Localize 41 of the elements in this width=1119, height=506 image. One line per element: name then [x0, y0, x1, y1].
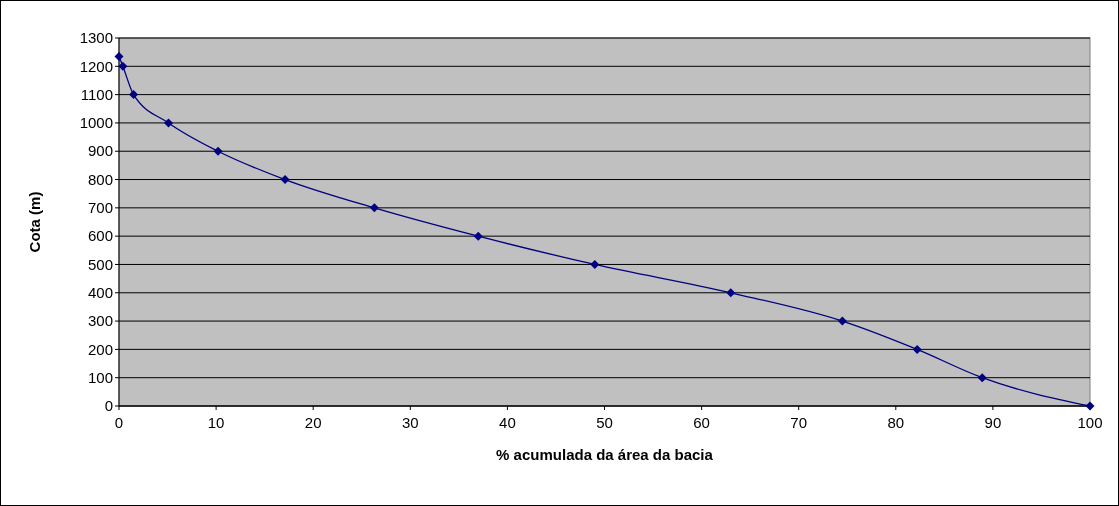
point [912, 344, 922, 354]
point [837, 316, 847, 326]
y-tick-label: 900 [87, 142, 113, 160]
x-axis-title: % acumulada da área da bacia [496, 446, 714, 463]
x-tick-label: 70 [790, 414, 808, 431]
x-tick-label: 30 [401, 414, 419, 431]
y-tick-label: 1300 [79, 29, 113, 47]
x-tick-label: 100 [1077, 414, 1103, 431]
y-tick-label: 400 [87, 284, 113, 302]
point [726, 288, 736, 298]
point [280, 175, 290, 185]
y-tick-label: 700 [87, 199, 113, 217]
y-tick-label: 600 [87, 227, 113, 245]
x-tick-label: 10 [207, 414, 225, 431]
y-tick-label: 300 [87, 312, 113, 330]
point [164, 118, 174, 128]
point [977, 373, 987, 383]
y-axis-title: Cota (m) [26, 191, 43, 253]
point [118, 61, 128, 71]
y-tick-label: 200 [87, 340, 113, 358]
x-tick-label: 0 [114, 414, 124, 431]
y-tick-label: 100 [87, 368, 113, 386]
y-tick-label: 800 [87, 170, 113, 188]
x-tick-label: 80 [887, 414, 905, 431]
point [213, 146, 223, 156]
y-tick-label: 1100 [80, 85, 113, 103]
x-tick-label: 20 [304, 414, 322, 431]
x-tick-label: 60 [693, 414, 710, 431]
point [129, 90, 139, 100]
x-tick-label: 90 [984, 414, 1002, 431]
point [114, 51, 124, 61]
y-tick-label: 500 [87, 255, 113, 273]
point [1085, 401, 1095, 411]
point [369, 203, 379, 213]
y-tick-label: 1000 [79, 114, 113, 132]
y-tick-label: 1200 [79, 57, 113, 75]
x-tick-label: 50 [596, 414, 613, 431]
x-tick-label: 40 [499, 414, 516, 431]
point [473, 231, 483, 241]
y-tick-label: 0 [104, 397, 113, 415]
point [590, 259, 600, 269]
